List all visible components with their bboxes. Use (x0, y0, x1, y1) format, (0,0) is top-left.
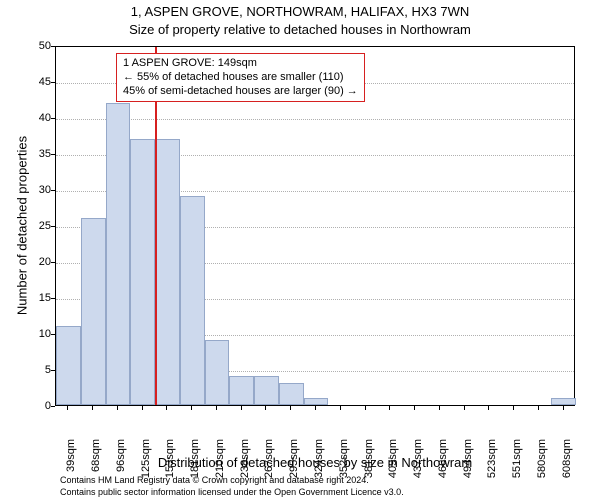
histogram-bar (205, 340, 230, 405)
y-tick-label: 5 (1, 364, 51, 376)
y-tick-label: 40 (1, 112, 51, 124)
histogram-bar (254, 376, 279, 405)
y-tick-label: 30 (1, 184, 51, 196)
histogram-bar (130, 139, 155, 405)
x-tick-mark (142, 406, 143, 410)
histogram-bar (56, 326, 81, 405)
footer-line-1: Contains HM Land Registry data © Crown c… (60, 475, 404, 487)
histogram-bar (551, 398, 576, 405)
figure: 1, ASPEN GROVE, NORTHOWRAM, HALIFAX, HX3… (0, 0, 600, 500)
x-tick-mark (216, 406, 217, 410)
x-tick-mark (92, 406, 93, 410)
y-tick-mark (51, 334, 55, 335)
x-tick-mark (315, 406, 316, 410)
x-tick-mark (340, 406, 341, 410)
y-tick-mark (51, 118, 55, 119)
histogram-bar (229, 376, 254, 405)
histogram-bar (304, 398, 329, 405)
y-tick-label: 25 (1, 220, 51, 232)
x-tick-mark (117, 406, 118, 410)
x-tick-mark (241, 406, 242, 410)
plot-area: 1 ASPEN GROVE: 149sqm← 55% of detached h… (55, 46, 575, 406)
x-tick-mark (414, 406, 415, 410)
y-tick-mark (51, 190, 55, 191)
x-axis-label: Distribution of detached houses by size … (55, 455, 575, 470)
y-tick-label: 15 (1, 292, 51, 304)
x-tick-mark (389, 406, 390, 410)
annotation-line: 1 ASPEN GROVE: 149sqm (123, 57, 358, 71)
x-tick-mark (513, 406, 514, 410)
x-tick-mark (191, 406, 192, 410)
histogram-bar (180, 196, 205, 405)
histogram-bar (106, 103, 131, 405)
footer: Contains HM Land Registry data © Crown c… (60, 475, 404, 498)
y-tick-label: 45 (1, 76, 51, 88)
title-main: 1, ASPEN GROVE, NORTHOWRAM, HALIFAX, HX3… (0, 4, 600, 19)
y-tick-mark (51, 406, 55, 407)
footer-line-2: Contains public sector information licen… (60, 487, 404, 499)
x-tick-mark (488, 406, 489, 410)
y-tick-mark (51, 298, 55, 299)
x-tick-mark (563, 406, 564, 410)
annotation-line: ← 55% of detached houses are smaller (11… (123, 71, 358, 85)
y-tick-mark (51, 82, 55, 83)
y-tick-label: 20 (1, 256, 51, 268)
x-tick-mark (67, 406, 68, 410)
title-sub: Size of property relative to detached ho… (0, 22, 600, 37)
y-tick-mark (51, 226, 55, 227)
x-tick-mark (290, 406, 291, 410)
y-tick-label: 50 (1, 40, 51, 52)
histogram-bar (155, 139, 180, 405)
annotation-box: 1 ASPEN GROVE: 149sqm← 55% of detached h… (116, 53, 365, 102)
y-tick-mark (51, 262, 55, 263)
y-tick-label: 0 (1, 400, 51, 412)
annotation-line: 45% of semi-detached houses are larger (… (123, 85, 358, 99)
x-tick-mark (166, 406, 167, 410)
x-tick-mark (439, 406, 440, 410)
histogram-bar (81, 218, 106, 405)
x-tick-mark (464, 406, 465, 410)
y-tick-label: 10 (1, 328, 51, 340)
y-tick-mark (51, 370, 55, 371)
y-tick-mark (51, 46, 55, 47)
y-tick-mark (51, 154, 55, 155)
histogram-bar (279, 383, 304, 405)
x-tick-mark (265, 406, 266, 410)
x-tick-mark (365, 406, 366, 410)
y-tick-label: 35 (1, 148, 51, 160)
gridline (56, 119, 574, 120)
x-tick-mark (538, 406, 539, 410)
